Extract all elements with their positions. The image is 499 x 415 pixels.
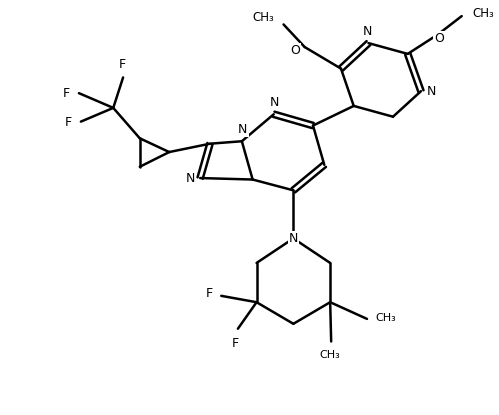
Text: N: N bbox=[289, 232, 298, 244]
Text: N: N bbox=[427, 85, 436, 98]
Text: F: F bbox=[65, 116, 72, 129]
Text: N: N bbox=[186, 171, 195, 185]
Text: F: F bbox=[232, 337, 239, 349]
Text: N: N bbox=[363, 25, 372, 38]
Text: F: F bbox=[119, 58, 126, 71]
Text: CH₃: CH₃ bbox=[252, 11, 274, 24]
Text: F: F bbox=[63, 87, 70, 100]
Text: O: O bbox=[434, 32, 444, 45]
Text: N: N bbox=[238, 123, 248, 137]
Text: O: O bbox=[290, 44, 300, 57]
Text: CH₃: CH₃ bbox=[473, 7, 494, 20]
Text: CH₃: CH₃ bbox=[376, 313, 397, 323]
Text: CH₃: CH₃ bbox=[320, 350, 340, 360]
Text: N: N bbox=[270, 96, 279, 110]
Text: F: F bbox=[205, 287, 213, 300]
